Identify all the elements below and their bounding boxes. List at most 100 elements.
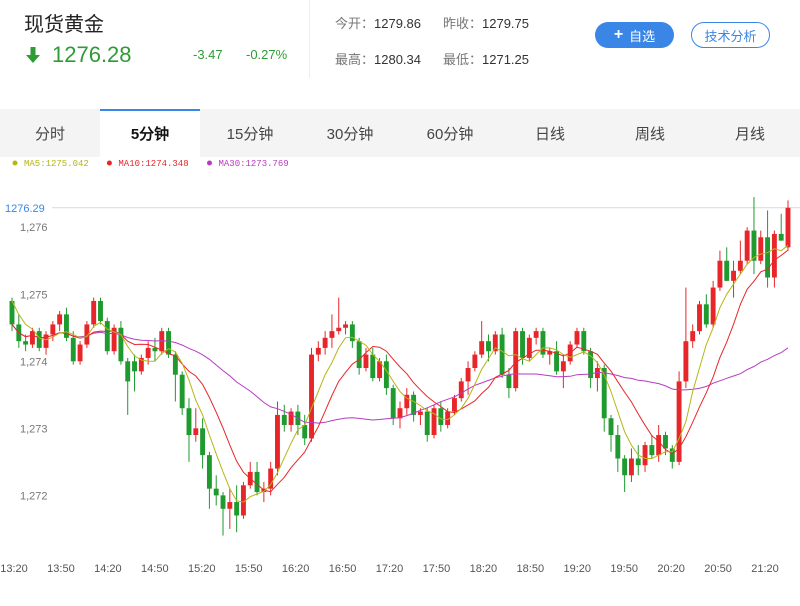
ma30-line <box>11 324 789 424</box>
x-tick-label: 15:20 <box>188 563 216 575</box>
candle-body <box>186 408 192 436</box>
x-tick-label: 20:50 <box>704 563 732 575</box>
tab-label: 30分钟 <box>326 125 374 143</box>
legend-ma5: MA5:1275.042 <box>24 159 89 169</box>
candle-body <box>771 233 777 278</box>
candle-body <box>778 233 784 241</box>
candle-body <box>36 331 42 348</box>
candle-body <box>240 485 246 516</box>
candle-body <box>458 381 464 399</box>
technical-analysis-label: 技术分析 <box>704 28 757 44</box>
candle-body <box>588 351 594 379</box>
candle-body <box>785 207 791 248</box>
tab-label: 周线 <box>634 125 665 143</box>
current-price-label: 1276.29 <box>5 203 45 215</box>
candle-body <box>349 324 355 342</box>
candle-body <box>411 394 417 415</box>
candle-body <box>683 341 689 382</box>
candle-body <box>104 321 110 352</box>
tab-label: 5分钟 <box>130 125 170 143</box>
candle-body <box>281 414 287 425</box>
x-tick-label: 19:50 <box>610 563 638 575</box>
candle-body <box>594 368 600 379</box>
plus-icon: + <box>613 26 624 43</box>
price-row: 1276.28 <box>24 42 132 68</box>
instrument-title: 现货黄金 <box>24 14 104 36</box>
candle-body <box>452 398 457 412</box>
candle-body <box>526 337 532 358</box>
candle-body <box>356 341 362 368</box>
add-to-watchlist-label: 自选 <box>629 28 656 44</box>
stat-prev-close-value: 1279.75 <box>482 16 530 31</box>
candle-body <box>424 411 430 436</box>
x-tick-label: 16:20 <box>282 563 310 575</box>
legend-dot-ma30 <box>207 160 212 166</box>
tab-30min[interactable]: 30分钟 <box>300 109 400 157</box>
candle-body <box>417 411 423 415</box>
tab-daily[interactable]: 日线 <box>500 109 600 157</box>
candle-body <box>9 300 15 325</box>
candle-body <box>554 351 560 372</box>
price-change-pct: -0.27% <box>246 47 288 62</box>
ma10-line <box>11 249 789 493</box>
candle-body <box>656 435 662 456</box>
tab-5min[interactable]: 5分钟 <box>100 109 200 157</box>
candle-body <box>465 368 471 382</box>
candle-body <box>390 388 396 419</box>
stat-low: 最低：1271.25 <box>443 49 529 68</box>
candle-body <box>520 331 525 358</box>
last-price: 1276.28 <box>52 42 132 67</box>
candle-body <box>370 354 376 379</box>
candle-body <box>288 411 294 425</box>
candle-body <box>57 314 63 325</box>
stat-open: 今开：1279.86 <box>335 13 421 32</box>
tab-label: 分时 <box>34 125 65 143</box>
y-tick-label: 1,275 <box>20 289 48 301</box>
header-divider <box>309 0 310 78</box>
candle-body <box>302 424 308 439</box>
candle-body <box>703 304 709 325</box>
x-tick-label: 13:50 <box>47 563 75 575</box>
candle-body <box>43 334 49 348</box>
candle-body <box>574 331 580 345</box>
candlestick-chart[interactable]: MA5:1275.042 MA10:1274.348 MA30:1273.769 12… <box>0 157 800 606</box>
stat-low-label: 最低： <box>443 52 483 67</box>
candle-body <box>513 331 519 389</box>
stat-low-value: 1271.25 <box>482 52 530 67</box>
chart-canvas[interactable]: MA5:1275.042 MA10:1274.348 MA30:1273.769 12… <box>0 157 800 606</box>
candle-body <box>560 361 566 372</box>
candle-body <box>125 361 131 382</box>
candle-body <box>635 458 641 466</box>
stat-prev-close-label: 昨收： <box>443 16 483 31</box>
tab-monthly[interactable]: 月线 <box>700 109 800 157</box>
candle-body <box>23 341 29 345</box>
add-to-watchlist-button[interactable]: + 自选 <box>595 22 674 48</box>
candle-body <box>608 418 614 436</box>
tab-intraday[interactable]: 分时 <box>0 109 100 157</box>
candle-body <box>533 331 539 338</box>
tab-60min[interactable]: 60分钟 <box>400 109 500 157</box>
candle-body <box>193 428 199 436</box>
candle-body <box>744 230 750 261</box>
candle-body <box>601 368 607 419</box>
candle-body <box>329 331 335 338</box>
tab-weekly[interactable]: 周线 <box>600 109 700 157</box>
candle-body <box>159 331 165 352</box>
candle-body <box>363 354 369 368</box>
x-tick-label: 17:50 <box>423 563 451 575</box>
candle-body <box>111 327 117 352</box>
candle-body <box>29 331 35 345</box>
candle-body <box>506 374 512 389</box>
candle-body <box>697 304 702 332</box>
tab-15min[interactable]: 15分钟 <box>200 109 300 157</box>
candle-body <box>91 300 97 325</box>
candle-body <box>275 414 280 469</box>
candle-body <box>751 230 757 261</box>
technical-analysis-button[interactable]: 技术分析 <box>691 22 770 48</box>
candle-body <box>663 435 668 449</box>
candle-body <box>737 260 743 271</box>
y-tick-label: 1,272 <box>20 490 48 502</box>
candle-body <box>724 260 730 281</box>
candle-body <box>383 361 389 389</box>
candle-body <box>622 458 628 476</box>
